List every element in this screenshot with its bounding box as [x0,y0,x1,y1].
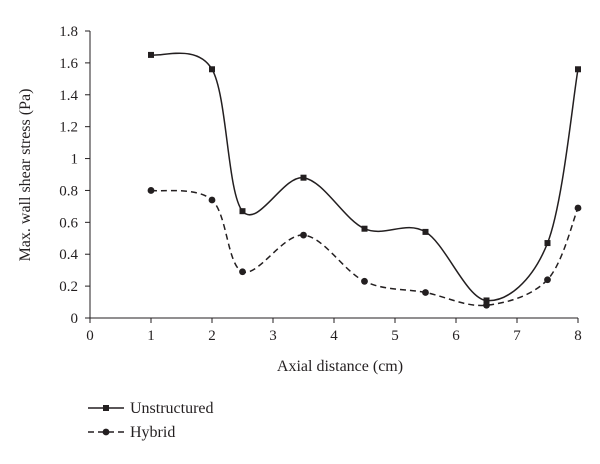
data-point-unstructured [300,174,307,181]
y-tick-label: 1.6 [59,56,78,72]
data-point-unstructured [209,66,215,73]
data-point-unstructured [544,240,551,247]
data-point-hybrid [574,204,582,212]
x-tick-label: 2 [208,328,216,344]
data-point-hybrid [147,187,155,194]
data-point-hybrid [239,268,246,276]
data-point-hybrid [483,301,490,309]
data-point-hybrid [422,289,429,296]
x-tick-label: 8 [574,328,582,344]
x-tick-label: 5 [391,328,399,344]
legend-label-unstructured: Unstructured [130,400,214,417]
y-axis-ticks: 0 0.2 0.4 0.6 0.8 1 1.2 1.4 1.6 1.8 [59,24,90,327]
legend-item-hybrid: Hybrid [88,424,175,441]
legend: Unstructured Hybrid [88,400,214,441]
y-tick-label: 0.8 [59,183,78,199]
data-point-hybrid [361,277,368,285]
y-tick-label: 1.2 [59,120,78,136]
data-point-unstructured [483,297,490,304]
series-line-hybrid [150,189,579,307]
data-point-hybrid [544,276,551,284]
x-axis-ticks: 0 1 2 3 4 5 6 7 8 [86,318,582,344]
x-tick-label: 1 [147,328,155,344]
x-tick-label: 4 [330,328,338,344]
y-axis-title: Max. wall shear stress (Pa) [17,89,34,262]
y-tick-label: 0.2 [59,279,78,295]
y-tick-label: 0.6 [59,215,78,231]
data-point-unstructured [422,228,429,235]
data-point-hybrid [300,231,307,239]
series-line-unstructured [150,52,579,302]
data-point-unstructured [148,51,154,58]
legend-item-unstructured: Unstructured [88,400,214,417]
x-axis-title: Axial distance (cm) [277,358,403,375]
y-tick-label: 1.8 [59,24,78,40]
data-point-unstructured [361,225,368,232]
data-point-unstructured [239,208,246,215]
data-point-hybrid [208,196,216,204]
x-tick-label: 3 [269,328,277,344]
y-tick-label: 1.4 [59,88,78,104]
x-tick-label: 6 [452,328,460,344]
x-tick-label: 0 [86,328,94,344]
y-tick-label: 1 [71,152,79,168]
y-tick-label: 0 [71,311,79,327]
legend-marker-hybrid [102,428,110,436]
legend-label-hybrid: Hybrid [130,424,175,441]
x-tick-label: 7 [513,328,521,344]
plot-area [147,51,582,309]
y-tick-label: 0.4 [59,247,78,263]
legend-marker-unstructured [103,405,109,411]
data-point-unstructured [575,66,581,73]
